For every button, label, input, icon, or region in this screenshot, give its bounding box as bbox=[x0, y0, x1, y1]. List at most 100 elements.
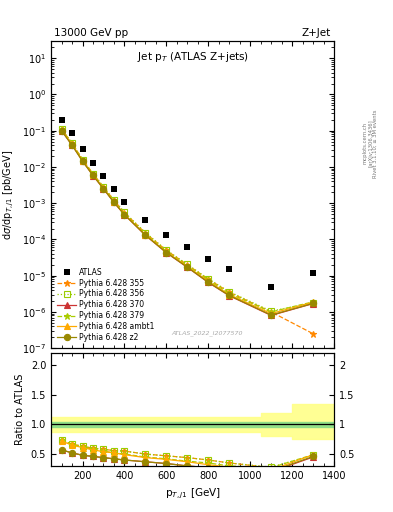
Text: Jet p$_T$ (ATLAS Z+jets): Jet p$_T$ (ATLAS Z+jets) bbox=[137, 50, 248, 64]
Pythia 6.428 z2 bbox=[70, 142, 74, 148]
Pythia 6.428 356 bbox=[59, 126, 64, 132]
Pythia 6.428 379 bbox=[164, 249, 169, 255]
Pythia 6.428 355 bbox=[206, 276, 211, 282]
Pythia 6.428 356 bbox=[311, 300, 316, 306]
Pythia 6.428 ambt1 bbox=[269, 310, 274, 316]
ATLAS bbox=[185, 244, 190, 250]
Pythia 6.428 379 bbox=[59, 126, 64, 132]
Pythia 6.428 355 bbox=[59, 126, 64, 132]
Y-axis label: d$\sigma$/dp$_{T,j1}$ [pb/GeV]: d$\sigma$/dp$_{T,j1}$ [pb/GeV] bbox=[2, 150, 17, 240]
Pythia 6.428 355 bbox=[80, 157, 85, 163]
Pythia 6.428 370 bbox=[80, 158, 85, 164]
Pythia 6.428 379 bbox=[122, 211, 127, 217]
Pythia 6.428 370 bbox=[311, 301, 316, 307]
Pythia 6.428 370 bbox=[122, 211, 127, 218]
Text: ATLAS_2022_I2077570: ATLAS_2022_I2077570 bbox=[171, 330, 242, 336]
Pythia 6.428 379 bbox=[91, 172, 95, 178]
Pythia 6.428 ambt1 bbox=[206, 278, 211, 284]
Pythia 6.428 z2 bbox=[164, 249, 169, 255]
Pythia 6.428 z2 bbox=[101, 185, 106, 191]
Pythia 6.428 356 bbox=[122, 209, 127, 216]
Text: Z+Jet: Z+Jet bbox=[302, 28, 331, 38]
Pythia 6.428 356 bbox=[91, 170, 95, 177]
Pythia 6.428 ambt1 bbox=[91, 172, 95, 178]
Pythia 6.428 356 bbox=[185, 261, 190, 267]
Pythia 6.428 370 bbox=[206, 280, 211, 286]
Pythia 6.428 ambt1 bbox=[112, 199, 116, 205]
Pythia 6.428 379 bbox=[143, 231, 148, 237]
Text: 13000 GeV pp: 13000 GeV pp bbox=[54, 28, 128, 38]
Pythia 6.428 ambt1 bbox=[185, 263, 190, 269]
Pythia 6.428 ambt1 bbox=[80, 158, 85, 164]
Pythia 6.428 ambt1 bbox=[122, 211, 127, 218]
Pythia 6.428 355 bbox=[311, 331, 316, 337]
Pythia 6.428 370 bbox=[101, 186, 106, 192]
ATLAS bbox=[59, 117, 64, 123]
Text: [arXiv:1306.3436]: [arXiv:1306.3436] bbox=[368, 119, 373, 167]
Line: Pythia 6.428 z2: Pythia 6.428 z2 bbox=[59, 127, 316, 318]
Pythia 6.428 379 bbox=[112, 199, 116, 205]
Pythia 6.428 z2 bbox=[91, 173, 95, 179]
X-axis label: p$_{T,j1}$ [GeV]: p$_{T,j1}$ [GeV] bbox=[165, 486, 220, 501]
Pythia 6.428 z2 bbox=[122, 211, 127, 218]
Text: Rivet 3.1.10; ≥ 3M events: Rivet 3.1.10; ≥ 3M events bbox=[373, 109, 378, 178]
Pythia 6.428 355 bbox=[122, 209, 127, 216]
Pythia 6.428 355 bbox=[101, 184, 106, 190]
Pythia 6.428 z2 bbox=[311, 301, 316, 307]
Line: ATLAS: ATLAS bbox=[59, 117, 316, 290]
Pythia 6.428 370 bbox=[59, 127, 64, 134]
Pythia 6.428 356 bbox=[80, 157, 85, 163]
Pythia 6.428 356 bbox=[70, 140, 74, 146]
ATLAS bbox=[269, 284, 274, 290]
ATLAS bbox=[311, 270, 316, 276]
Pythia 6.428 ambt1 bbox=[164, 249, 169, 255]
Pythia 6.428 z2 bbox=[143, 232, 148, 238]
ATLAS bbox=[227, 266, 231, 272]
Pythia 6.428 379 bbox=[311, 298, 316, 305]
Pythia 6.428 355 bbox=[164, 247, 169, 253]
Pythia 6.428 355 bbox=[185, 262, 190, 268]
Pythia 6.428 355 bbox=[143, 230, 148, 236]
Pythia 6.428 z2 bbox=[112, 199, 116, 205]
Legend: ATLAS, Pythia 6.428 355, Pythia 6.428 356, Pythia 6.428 370, Pythia 6.428 379, P: ATLAS, Pythia 6.428 355, Pythia 6.428 35… bbox=[55, 265, 157, 345]
ATLAS bbox=[91, 160, 95, 166]
Pythia 6.428 370 bbox=[164, 250, 169, 256]
ATLAS bbox=[70, 130, 74, 136]
Pythia 6.428 379 bbox=[185, 263, 190, 269]
Pythia 6.428 355 bbox=[269, 309, 274, 315]
Pythia 6.428 ambt1 bbox=[227, 291, 231, 297]
Pythia 6.428 356 bbox=[164, 247, 169, 253]
Pythia 6.428 355 bbox=[70, 140, 74, 146]
Pythia 6.428 370 bbox=[91, 173, 95, 179]
ATLAS bbox=[143, 217, 148, 223]
ATLAS bbox=[206, 257, 211, 263]
Pythia 6.428 370 bbox=[227, 293, 231, 299]
Pythia 6.428 ambt1 bbox=[59, 127, 64, 133]
ATLAS bbox=[80, 145, 85, 152]
ATLAS bbox=[112, 186, 116, 192]
Pythia 6.428 356 bbox=[227, 289, 231, 295]
Text: mcplots.cern.ch: mcplots.cern.ch bbox=[363, 122, 368, 164]
Pythia 6.428 ambt1 bbox=[70, 141, 74, 147]
Line: Pythia 6.428 355: Pythia 6.428 355 bbox=[59, 126, 316, 337]
Pythia 6.428 370 bbox=[143, 232, 148, 239]
Pythia 6.428 z2 bbox=[80, 158, 85, 164]
ATLAS bbox=[101, 173, 106, 179]
Pythia 6.428 370 bbox=[70, 142, 74, 148]
Line: Pythia 6.428 370: Pythia 6.428 370 bbox=[59, 127, 316, 318]
Line: Pythia 6.428 379: Pythia 6.428 379 bbox=[59, 126, 316, 315]
Pythia 6.428 z2 bbox=[59, 127, 64, 134]
Pythia 6.428 379 bbox=[101, 185, 106, 191]
Pythia 6.428 356 bbox=[112, 197, 116, 203]
Pythia 6.428 355 bbox=[227, 289, 231, 295]
Pythia 6.428 z2 bbox=[206, 279, 211, 285]
Pythia 6.428 356 bbox=[143, 229, 148, 236]
Pythia 6.428 379 bbox=[206, 277, 211, 283]
Pythia 6.428 ambt1 bbox=[311, 299, 316, 305]
Pythia 6.428 z2 bbox=[185, 264, 190, 270]
ATLAS bbox=[122, 199, 127, 205]
Y-axis label: Ratio to ATLAS: Ratio to ATLAS bbox=[15, 374, 25, 445]
Pythia 6.428 379 bbox=[70, 141, 74, 147]
Pythia 6.428 379 bbox=[80, 157, 85, 163]
Pythia 6.428 356 bbox=[206, 276, 211, 282]
